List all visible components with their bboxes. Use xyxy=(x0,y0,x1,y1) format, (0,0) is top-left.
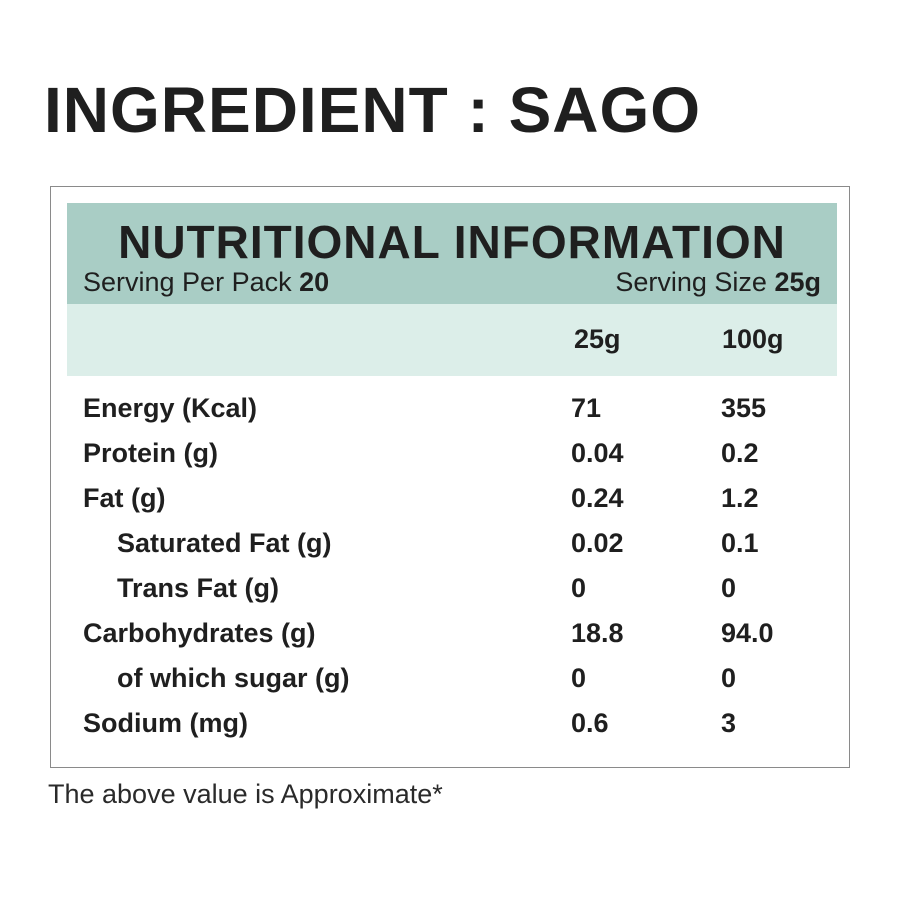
value-per-25g: 0.6 xyxy=(571,708,609,738)
column-header-row: 25g 100g xyxy=(67,304,837,376)
value-per-100g: 1.2 xyxy=(721,483,759,513)
column-header-25g: 25g xyxy=(574,324,621,354)
serving-size-label: Serving Size xyxy=(615,267,767,297)
value-per-100g: 0 xyxy=(721,573,737,603)
nutrition-table: NUTRITIONAL INFORMATION Serving Per Pack… xyxy=(50,186,850,768)
value-per-100g: 0 xyxy=(721,663,737,693)
serving-per-pack-value: 20 xyxy=(299,267,330,297)
nutrient-name: of which sugar (g) xyxy=(117,663,350,693)
nutrient-name: Saturated Fat (g) xyxy=(117,528,332,558)
nutrient-name: Sodium (mg) xyxy=(83,708,248,738)
serving-size: Serving Size 25g xyxy=(615,267,821,298)
value-per-25g: 0 xyxy=(571,663,587,693)
nutrition-header: NUTRITIONAL INFORMATION Serving Per Pack… xyxy=(67,203,837,304)
nutrient-name: Protein (g) xyxy=(83,438,218,468)
table-row: Sodium (mg) 0.6 3 xyxy=(51,702,849,747)
table-row: of which sugar (g) 0 0 xyxy=(51,657,849,702)
value-per-25g: 0 xyxy=(571,573,587,603)
value-per-25g: 0.24 xyxy=(571,483,624,513)
column-header-100g: 100g xyxy=(722,324,784,354)
nutrition-heading: NUTRITIONAL INFORMATION xyxy=(118,216,786,268)
table-row: Trans Fat (g) 0 0 xyxy=(51,567,849,612)
value-per-100g: 3 xyxy=(721,708,737,738)
nutrient-name: Carbohydrates (g) xyxy=(83,618,316,648)
value-per-100g: 355 xyxy=(721,393,767,423)
nutrient-name: Energy (Kcal) xyxy=(83,393,258,423)
table-row: Energy (Kcal) 71 355 xyxy=(51,387,849,432)
nutrient-name: Fat (g) xyxy=(83,483,166,513)
value-per-25g: 0.04 xyxy=(571,438,624,468)
value-per-100g: 0.2 xyxy=(721,438,759,468)
value-per-100g: 94.0 xyxy=(721,618,774,648)
table-row: Protein (g) 0.04 0.2 xyxy=(51,432,849,477)
approximate-footnote: The above value is Approximate* xyxy=(48,779,443,809)
table-row: Saturated Fat (g) 0.02 0.1 xyxy=(51,522,849,567)
table-row: Carbohydrates (g) 18.8 94.0 xyxy=(51,612,849,657)
value-per-25g: 0.02 xyxy=(571,528,624,558)
serving-per-pack: Serving Per Pack 20 xyxy=(83,267,329,298)
value-per-25g: 18.8 xyxy=(571,618,624,648)
page-title: INGREDIENT : SAGO xyxy=(44,74,702,146)
value-per-100g: 0.1 xyxy=(721,528,759,558)
serving-per-pack-label: Serving Per Pack xyxy=(83,267,292,297)
table-row: Fat (g) 0.24 1.2 xyxy=(51,477,849,522)
serving-size-value: 25g xyxy=(774,267,821,297)
value-per-25g: 71 xyxy=(571,393,602,423)
nutrient-name: Trans Fat (g) xyxy=(117,573,280,603)
